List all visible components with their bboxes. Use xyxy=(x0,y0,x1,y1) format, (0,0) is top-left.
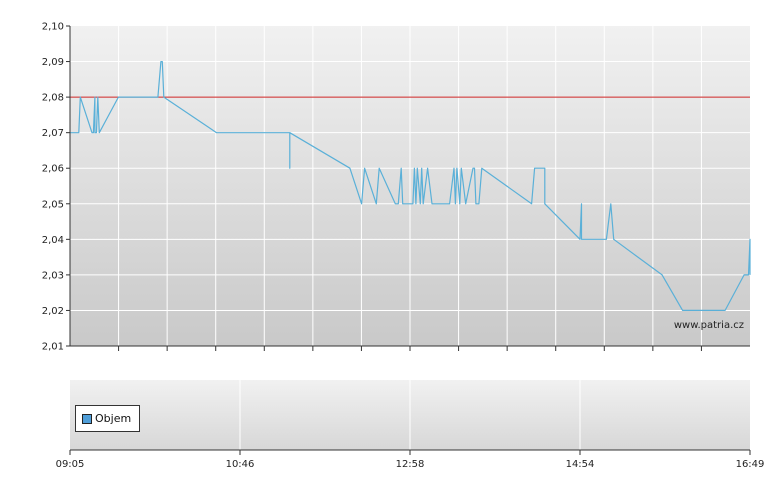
price-panel: 2,10 2,09 2,08 2,07 2,06 2,05 2,04 2,03 2,02 2,01… xyxy=(42,22,751,353)
price-y-tick-label: 2,10 xyxy=(42,22,64,33)
price-y-tick-label: 2,07 xyxy=(42,128,64,139)
volume-x-tick-label: 10:46 xyxy=(226,459,255,470)
price-y-axis-ticks: 2,10 2,09 2,08 2,07 2,06 2,05 2,04 2,03 2,02 2,01 xyxy=(42,22,70,353)
price-y-tick-label: 2,04 xyxy=(42,235,64,246)
watermark: www.patria.cz xyxy=(674,320,744,331)
volume-x-tick-label: 16:49 xyxy=(736,459,765,470)
volume-vertical-gridlines xyxy=(239,380,581,450)
price-y-tick-label: 2,02 xyxy=(42,306,64,317)
price-y-tick-label: 2,05 xyxy=(42,199,64,210)
price-vertical-gridlines xyxy=(118,26,702,346)
volume-legend-swatch xyxy=(82,413,92,424)
volume-legend-label: Objem xyxy=(95,412,132,425)
volume-panel: 09:05 10:46 12:58 14:54 16:49 xyxy=(56,380,765,470)
price-series-line xyxy=(70,60,751,311)
volume-legend: Objem xyxy=(75,405,141,432)
price-y-tick-label: 2,01 xyxy=(42,342,64,353)
volume-x-tick-label: 12:58 xyxy=(396,459,425,470)
price-y-tick-label: 2,03 xyxy=(42,270,64,281)
price-y-tick-label: 2,08 xyxy=(42,93,64,104)
price-y-tick-label: 2,09 xyxy=(42,57,64,68)
volume-x-tick-label: 09:05 xyxy=(56,459,85,470)
volume-x-tick-label: 14:54 xyxy=(566,459,595,470)
volume-x-axis-ticks: 09:05 10:46 12:58 14:54 16:49 xyxy=(56,450,765,470)
price-y-tick-label: 2,06 xyxy=(42,164,64,175)
price-x-tick-marks xyxy=(118,346,702,351)
